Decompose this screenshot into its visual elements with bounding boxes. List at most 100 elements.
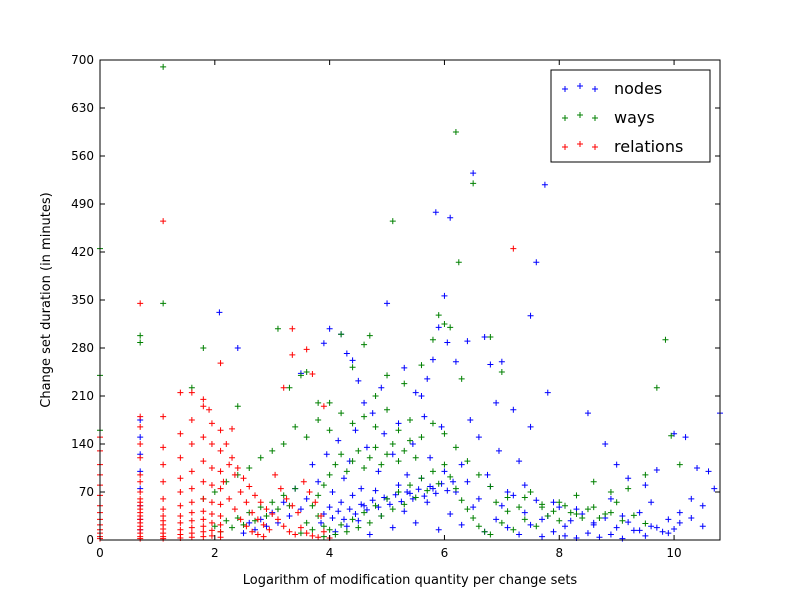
data-point [361,509,368,516]
data-point [372,487,379,494]
data-point [676,461,683,468]
data-point [596,534,603,541]
data-point [401,508,408,515]
data-point [297,506,304,513]
data-point [510,245,517,252]
data-point [160,300,167,307]
data-point [211,489,218,495]
data-point [435,324,442,331]
data-point [662,336,669,343]
series-nodes [137,170,723,542]
data-point [521,494,528,501]
data-point [240,475,247,482]
data-point [286,528,293,535]
data-point [211,523,218,530]
data-point [653,384,660,391]
data-point [286,384,293,391]
data-point [699,502,706,509]
data-point [303,369,310,375]
data-point [432,490,439,497]
data-point [326,526,333,533]
data-point [188,417,195,423]
data-point [579,515,586,522]
data-point [441,321,448,327]
data-point [498,519,505,526]
data-point [613,461,620,468]
data-point [343,528,350,535]
data-point [177,502,184,509]
data-point [481,528,488,535]
data-point [407,437,413,444]
data-point [217,360,224,367]
data-point [435,526,442,533]
data-point [429,356,436,363]
x-axis: 0 2 4 6 8 10 [96,60,682,560]
data-point [188,517,195,524]
data-point [378,384,385,391]
data-point [352,510,359,517]
data-point [504,524,511,531]
data-point [226,461,233,468]
data-point [295,509,302,516]
data-point [688,515,695,522]
data-point [137,471,144,478]
data-point [188,509,195,516]
data-point [384,451,391,458]
data-point [217,534,224,541]
data-point [177,389,184,396]
data-point [682,434,689,441]
data-point [455,259,462,266]
data-point [464,458,471,465]
data-point [188,485,195,492]
data-point [286,513,293,519]
data-point [249,528,256,535]
data-point [252,492,258,499]
data-point [200,495,207,502]
data-point [355,377,362,384]
data-point [257,454,264,461]
data-point [470,170,477,177]
data-point [550,528,557,535]
data-point [177,454,184,461]
data-point [384,300,391,307]
series-relations [97,218,517,542]
data-point [340,475,347,482]
data-point [613,524,620,531]
data-point [297,530,304,537]
data-point [493,499,500,506]
data-point [401,447,408,454]
data-point [223,441,230,447]
y-tick-label: 210 [71,389,94,403]
data-point [137,423,144,430]
data-point [694,465,701,471]
data-point [441,292,448,299]
data-point [217,447,224,454]
data-point [625,475,632,482]
data-point [289,502,296,509]
data-point [289,351,296,358]
data-point [200,533,207,540]
y-tick-label: 560 [71,149,94,163]
data-point [137,478,144,485]
data-point [659,528,666,535]
data-point [200,523,207,530]
data-point [303,530,310,537]
data-point [137,441,144,447]
data-point [303,519,310,526]
data-point [137,535,144,542]
data-point [498,358,505,365]
data-point [309,502,316,509]
data-point [504,508,511,515]
y-axis: 0 70 140 210 280 350 420 490 560 630 700 [71,53,720,547]
data-point [358,501,365,508]
data-point [160,218,167,225]
data-point [208,510,215,517]
data-point [418,362,425,369]
data-point [292,531,299,538]
data-point [355,517,362,524]
data-point [487,361,494,368]
data-point [349,492,356,499]
data-point [464,338,471,345]
data-point [188,468,195,475]
data-point [450,478,457,485]
